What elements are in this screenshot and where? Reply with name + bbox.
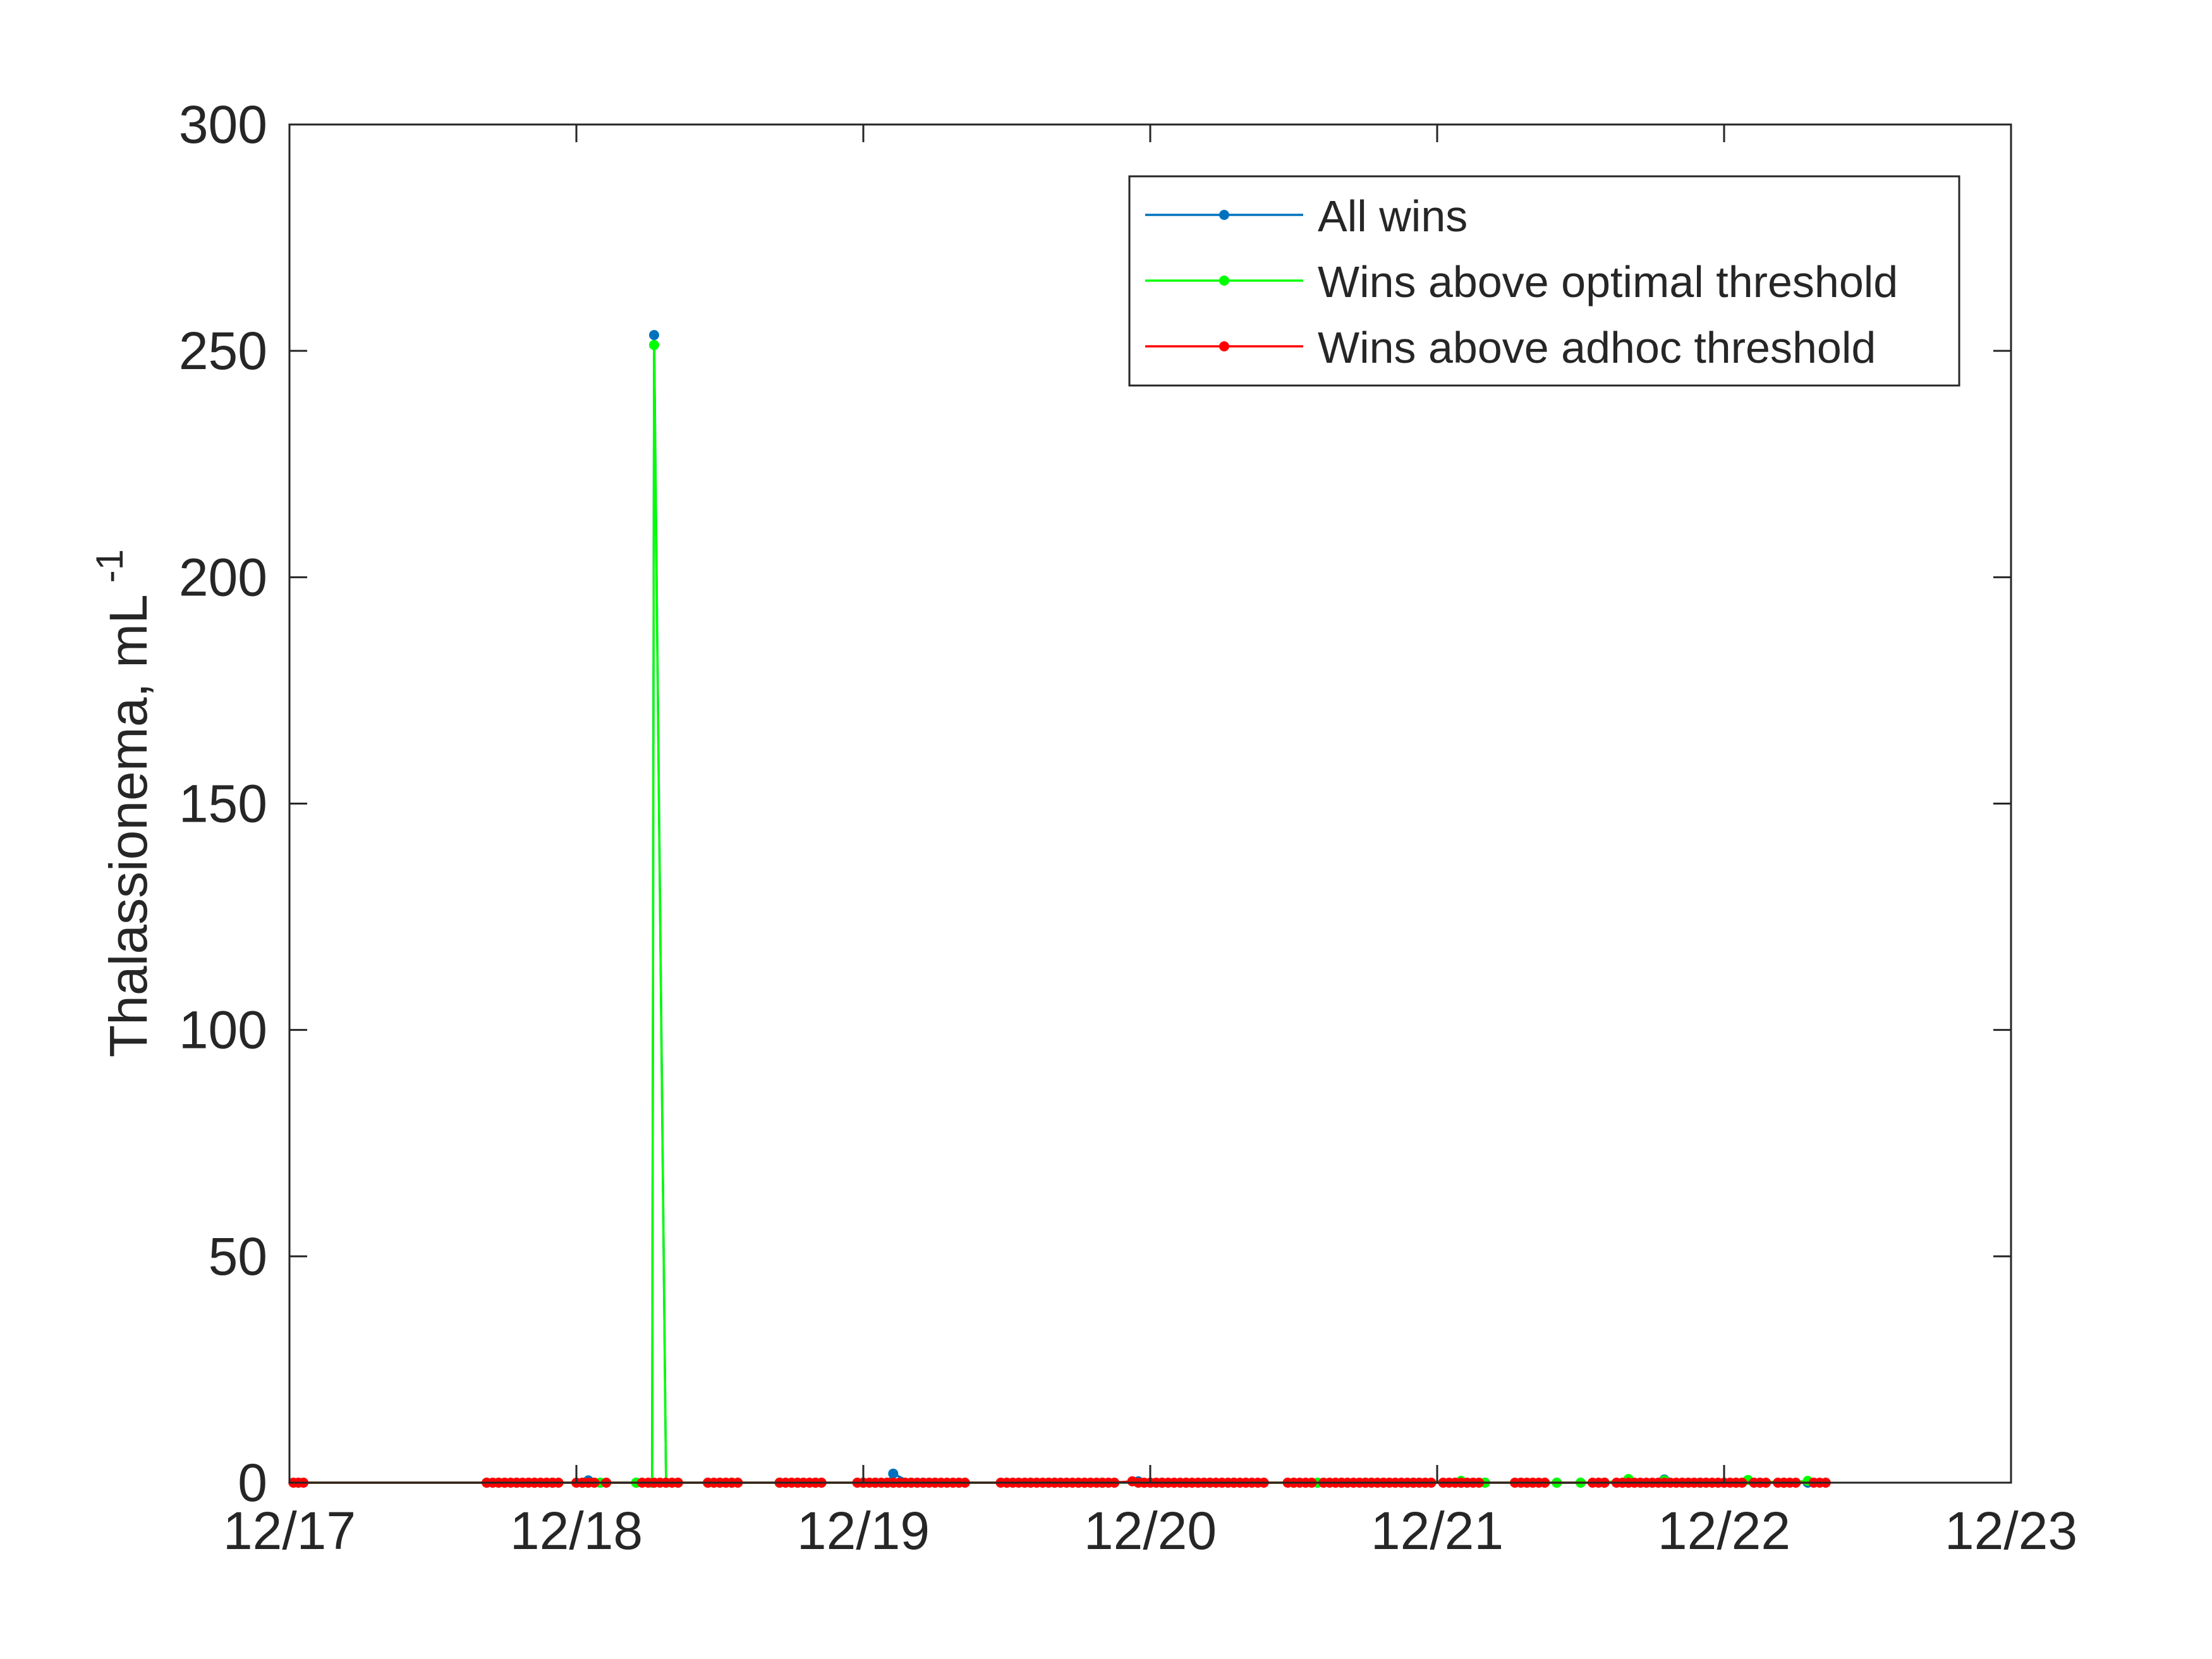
y-tick-label: 0 (238, 1453, 267, 1512)
y-tick-label: 300 (179, 95, 267, 154)
y-tick-label: 150 (179, 774, 267, 834)
x-tick-label: 12/22 (1658, 1501, 1790, 1560)
y-axis-label-main: Thalassionema, mL (99, 594, 158, 1057)
legend-label: Wins above optimal threshold (1318, 257, 1898, 307)
y-axis-label: Thalassionema, mL -1 (88, 549, 158, 1057)
y-tick-label: 250 (179, 321, 267, 380)
legend-marker (1219, 210, 1229, 220)
y-tick-label: 200 (179, 547, 267, 607)
data-point (649, 339, 659, 350)
data-point (649, 330, 659, 341)
legend-label: Wins above adhoc threshold (1318, 323, 1876, 372)
y-axis-label-superscript: -1 (88, 549, 131, 583)
x-tick-label: 12/23 (1945, 1501, 2077, 1560)
y-tick-label: 100 (179, 1000, 267, 1060)
legend-marker (1219, 276, 1229, 286)
legend: All wins Wins above optimal threshold Wins… (1128, 175, 1960, 387)
data-point (888, 1468, 899, 1479)
x-tick-label: 12/19 (797, 1501, 930, 1560)
x-tick-label: 12/17 (223, 1501, 356, 1560)
x-tick-label: 12/20 (1084, 1501, 1217, 1560)
legend-marker (1219, 341, 1229, 351)
x-tick-label: 12/18 (510, 1501, 643, 1560)
y-tick-label: 50 (209, 1227, 267, 1286)
tick-layer: 12/17 12/18 12/19 12/20 12/21 12/22 12/23 0 50 10… (179, 95, 2077, 1560)
legend-label: All wins (1318, 191, 1468, 241)
x-tick-label: 12/21 (1371, 1501, 1504, 1560)
